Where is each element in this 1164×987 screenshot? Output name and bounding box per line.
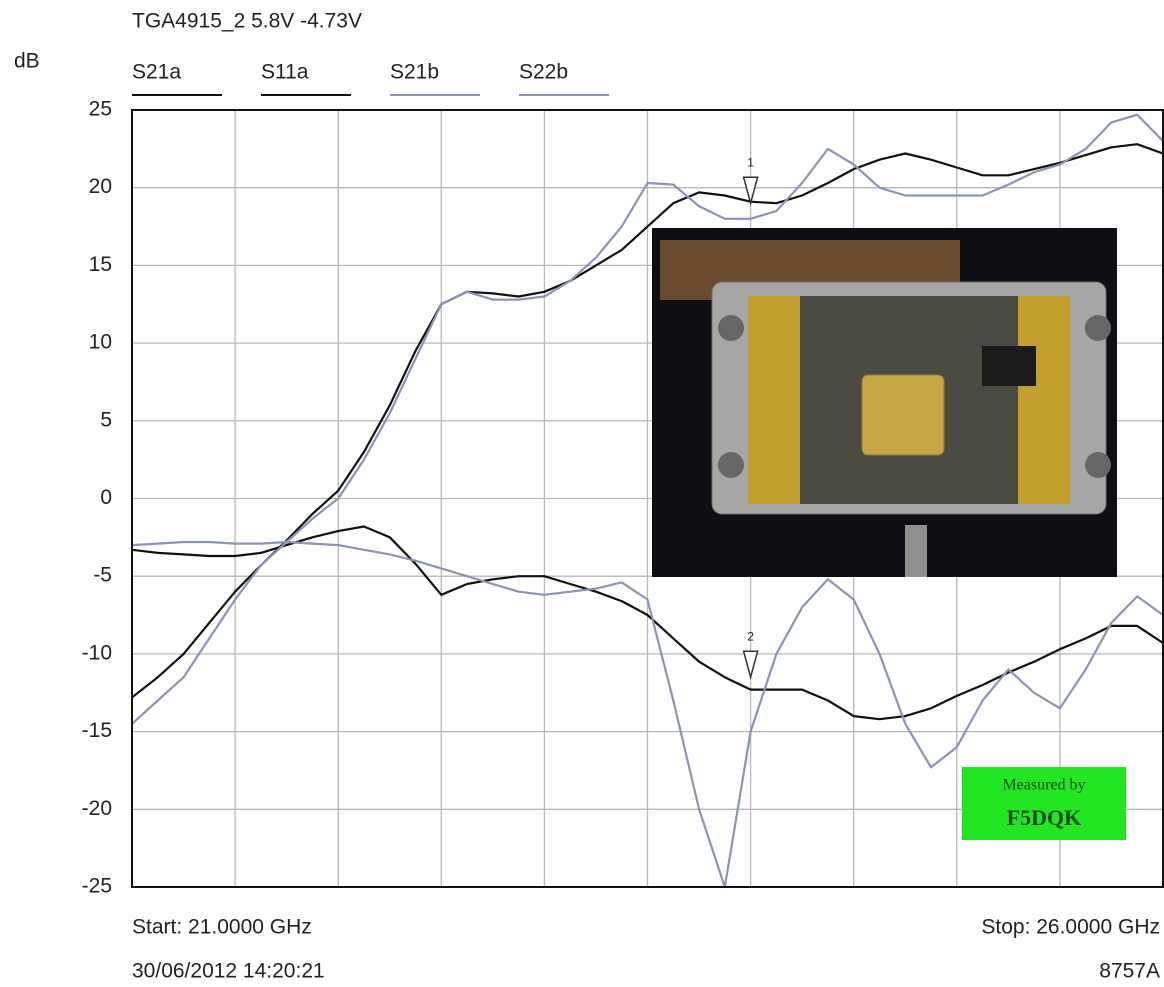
y-tick-label: -10 [82,641,112,664]
y-tick-label: 10 [89,331,112,354]
y-tick-label: 0 [100,486,112,509]
y-tick-label: 25 [89,98,112,121]
y-tick-label: -5 [93,564,112,587]
y-tick-label: -15 [82,719,112,742]
legend: S21a S11a S21b S22b [132,61,609,95]
marker-label: 2 [747,629,754,643]
marker [744,177,758,203]
photo-screw [718,452,744,478]
y-axis-label: dB [14,50,40,73]
marker [744,651,758,677]
start-label: Start: 21.0000 GHz [132,916,312,939]
y-tick-label: 15 [89,253,112,276]
instrument: 8757A [1099,960,1160,983]
legend-label: S21b [390,61,439,84]
legend-label: S22b [519,61,568,84]
photo-screw [718,315,744,341]
photo-chip [862,375,944,455]
annotation-box: Measured by F5DQK [962,767,1126,840]
legend-label: S21a [132,61,181,84]
annotation-text: Measured by [1002,777,1085,794]
y-tick-label: -20 [82,797,112,820]
chart: TGA4915_2 5.8V -4.73V dB Start: 21.0000 … [0,0,1164,987]
legend-label: S11a [261,61,309,84]
photo-screw [1085,315,1111,341]
marker-label: 1 [747,155,754,169]
annotation-text: F5DQK [1007,805,1082,830]
photo-regulator [982,346,1036,386]
y-tick-label: 20 [89,175,112,198]
y-tick-label: 5 [100,408,112,431]
inset-photo [652,228,1117,577]
stop-label: Stop: 26.0000 GHz [981,916,1160,939]
photo-connector [905,525,927,577]
timestamp: 30/06/2012 14:20:21 [132,960,325,983]
photo-screw [1085,452,1111,478]
y-tick-label: -25 [82,875,112,898]
chart-title: TGA4915_2 5.8V -4.73V [132,10,362,33]
